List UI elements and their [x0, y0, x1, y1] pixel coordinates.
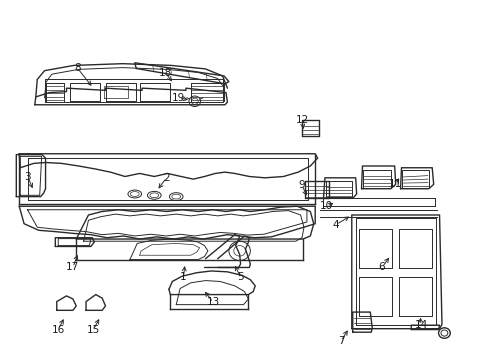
- Text: 2: 2: [163, 173, 169, 183]
- Text: 11: 11: [388, 179, 402, 189]
- Text: 16: 16: [52, 325, 65, 334]
- Text: 13: 13: [206, 297, 220, 307]
- Text: 12: 12: [295, 114, 308, 125]
- Text: 14: 14: [413, 320, 427, 330]
- Text: 6: 6: [378, 262, 385, 273]
- Text: 8: 8: [74, 63, 81, 73]
- Text: 5: 5: [237, 272, 244, 282]
- Text: 3: 3: [24, 171, 31, 181]
- Text: 19: 19: [172, 93, 185, 103]
- Text: 1: 1: [180, 272, 186, 282]
- Text: 4: 4: [332, 220, 339, 230]
- Text: 9: 9: [298, 180, 305, 190]
- Text: 10: 10: [319, 201, 332, 211]
- Text: 7: 7: [337, 336, 344, 346]
- Text: 17: 17: [66, 262, 80, 273]
- Text: 18: 18: [159, 68, 172, 78]
- Text: 15: 15: [86, 325, 100, 334]
